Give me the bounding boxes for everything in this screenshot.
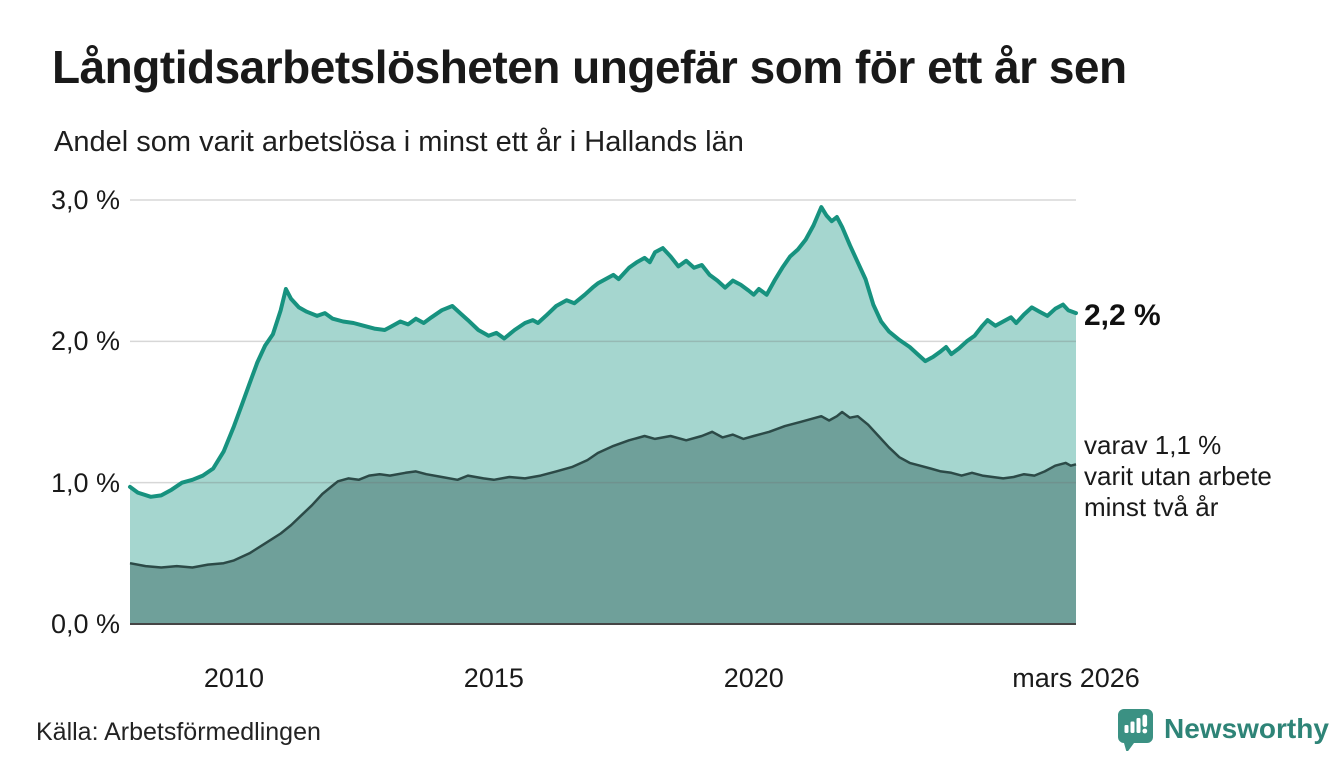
y-axis-tick-label: 0,0 % xyxy=(50,609,120,639)
line-two-year xyxy=(129,410,1077,569)
y-axis-tick-label: 2,0 % xyxy=(50,326,120,357)
newsworthy-wordmark: Newsworthy xyxy=(1164,713,1329,744)
source-note: Källa: Arbetsförmedlingen xyxy=(36,718,321,746)
latest-value-label: 2,2 % xyxy=(1084,299,1161,332)
newsworthy-icon xyxy=(1118,708,1153,751)
x-axis-tick-label: 2010 xyxy=(203,663,264,693)
line-total xyxy=(128,205,1078,499)
two-year-annotation: varav 1,1 % varit utan arbete minst två … xyxy=(1084,430,1272,522)
newsworthy-logo: Newsworthy xyxy=(1117,706,1329,752)
area-two-year xyxy=(130,412,1076,624)
chart-title: Långtidsarbetslösheten ungefär som för e… xyxy=(52,41,1127,93)
x-axis-tick-label: 2015 xyxy=(463,663,524,693)
chart-subtitle: Andel som varit arbetslösa i minst ett å… xyxy=(54,126,744,158)
y-axis-tick-label: 1,0 % xyxy=(50,467,120,498)
x-axis-tick-label: mars 2026 xyxy=(1012,663,1140,693)
y-axis-tick-label: 3,0 % xyxy=(50,185,120,215)
x-axis-tick-label: 2020 xyxy=(723,663,784,693)
